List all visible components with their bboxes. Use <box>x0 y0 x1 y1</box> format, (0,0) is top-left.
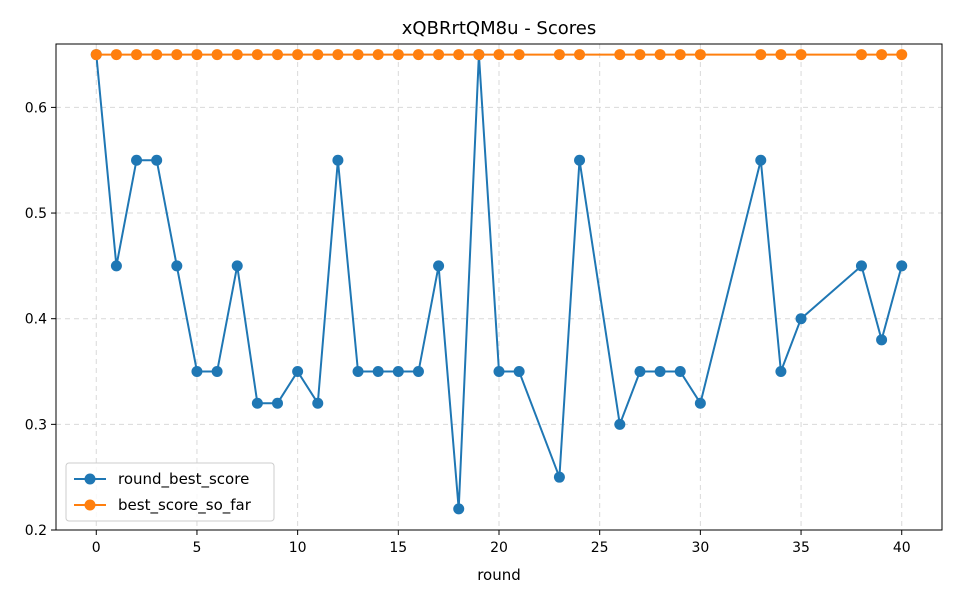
data-point <box>614 49 626 61</box>
data-point <box>211 366 223 378</box>
x-tick-label: 35 <box>792 540 810 556</box>
data-point <box>171 49 183 61</box>
data-point <box>332 154 344 166</box>
legend: round_best_score best_score_so_far <box>65 462 275 522</box>
data-point <box>332 49 344 61</box>
data-point <box>795 313 807 325</box>
data-point <box>412 49 424 61</box>
data-point <box>755 154 767 166</box>
y-tick-label: 0.6 <box>25 100 47 116</box>
data-point <box>654 49 666 61</box>
data-point <box>110 260 122 272</box>
x-tick-label: 40 <box>893 540 911 556</box>
y-tick-label: 0.4 <box>25 312 47 328</box>
x-axis-label: round <box>477 566 521 584</box>
data-point <box>513 366 525 378</box>
x-axis: 0 5 10 15 20 25 30 35 40 <box>92 530 911 556</box>
data-point <box>272 397 283 409</box>
data-point <box>694 397 706 409</box>
data-point <box>412 366 424 378</box>
data-point <box>151 49 163 61</box>
data-point <box>795 49 807 61</box>
legend-marker <box>84 499 96 511</box>
data-point <box>251 49 263 61</box>
data-point <box>493 49 505 61</box>
data-point <box>614 418 626 430</box>
data-point <box>855 49 867 61</box>
y-tick-label: 0.2 <box>25 523 47 539</box>
data-point <box>191 49 203 61</box>
series-best-score-so-far <box>90 49 908 61</box>
x-tick-label: 25 <box>591 540 609 556</box>
data-point <box>90 49 102 61</box>
data-point <box>513 49 525 61</box>
data-point <box>473 49 485 61</box>
data-point <box>574 154 586 166</box>
x-tick-label: 30 <box>691 540 709 556</box>
data-point <box>876 334 888 346</box>
data-point <box>312 49 324 61</box>
data-point <box>674 366 686 378</box>
data-point <box>674 49 686 61</box>
y-tick-label: 0.3 <box>25 417 47 433</box>
data-point <box>876 49 888 61</box>
data-point <box>131 49 143 61</box>
data-point <box>775 366 787 378</box>
data-point <box>231 49 243 61</box>
data-point <box>191 366 203 378</box>
data-point <box>694 49 706 61</box>
data-point <box>312 397 324 409</box>
legend-label: best_score_so_far <box>118 496 252 515</box>
x-tick-label: 0 <box>92 540 101 556</box>
legend-item: best_score_so_far <box>74 496 252 515</box>
data-point <box>352 366 364 378</box>
data-point <box>272 49 283 61</box>
grid <box>56 44 942 531</box>
data-point <box>392 366 404 378</box>
data-point <box>433 49 445 61</box>
legend-label: round_best_score <box>118 470 249 489</box>
legend-marker <box>84 473 96 485</box>
data-point <box>433 260 445 272</box>
data-point <box>453 503 465 515</box>
data-point <box>654 366 666 378</box>
data-point <box>110 49 122 61</box>
data-point <box>755 49 767 61</box>
data-point <box>553 471 565 483</box>
data-point <box>574 49 586 61</box>
chart-title: xQBRrtQM8u - Scores <box>402 18 596 39</box>
data-point <box>231 260 243 272</box>
series-layer <box>90 49 908 515</box>
x-tick-label: 10 <box>289 540 307 556</box>
data-point <box>453 49 465 61</box>
legend-box <box>65 462 275 522</box>
data-point <box>855 260 867 272</box>
x-tick-label: 20 <box>490 540 508 556</box>
data-point <box>392 49 404 61</box>
data-point <box>634 49 646 61</box>
data-point <box>251 397 263 409</box>
data-point <box>634 366 646 378</box>
data-point <box>896 49 908 61</box>
data-point <box>292 49 304 61</box>
legend-item: round_best_score <box>74 470 249 489</box>
data-point <box>372 366 384 378</box>
data-point <box>211 49 223 61</box>
data-point <box>352 49 364 61</box>
data-point <box>151 154 163 166</box>
data-point <box>775 49 787 61</box>
x-tick-label: 15 <box>389 540 407 556</box>
data-point <box>896 260 908 272</box>
data-point <box>131 154 143 166</box>
data-point <box>292 366 304 378</box>
y-tick-label: 0.5 <box>25 206 47 222</box>
data-point <box>171 260 183 272</box>
y-axis: 0.2 0.3 0.4 0.5 0.6 <box>25 100 56 539</box>
data-point <box>372 49 384 61</box>
data-point <box>553 49 565 61</box>
data-point <box>493 366 505 378</box>
x-tick-label: 5 <box>192 540 201 556</box>
